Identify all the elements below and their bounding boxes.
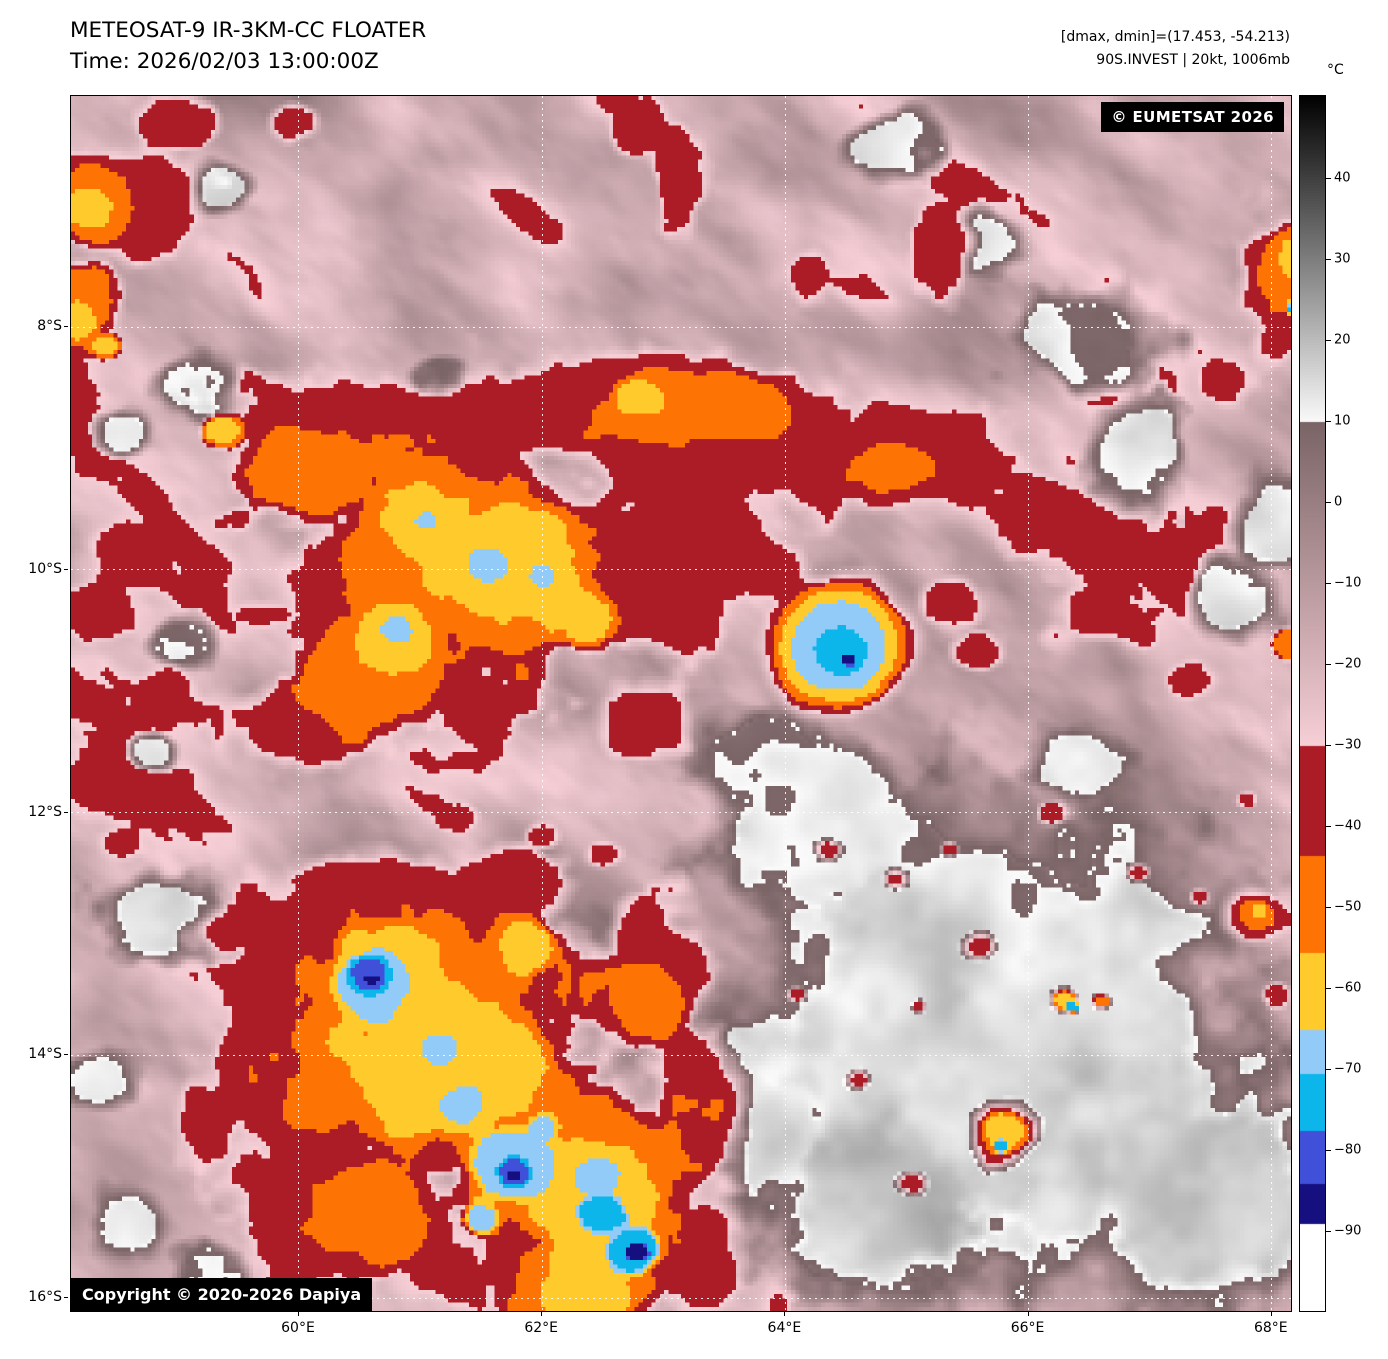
colorbar-tick-label: 30 [1334, 251, 1351, 267]
lon-tick-label: 62°E [524, 1320, 559, 1336]
colorbar-tick-label: −90 [1334, 1223, 1362, 1239]
colorbar-tickmark [1326, 664, 1331, 666]
gridline-lon-62 [541, 96, 543, 1311]
gridline-lon-64 [784, 96, 786, 1311]
lon-tickmark [784, 1312, 786, 1316]
colorbar-tick-label: −70 [1334, 1061, 1362, 1077]
colorbar-tickmark [1326, 259, 1331, 261]
colorbar-tickmark [1326, 745, 1331, 747]
colorbar-tickmark [1326, 826, 1331, 828]
lon-tick-label: 66°E [1010, 1320, 1045, 1336]
lon-tickmark [297, 1312, 299, 1316]
colorbar-tickmark [1326, 1069, 1331, 1071]
lat-tickmark [64, 811, 68, 813]
colorbar-tick-label: −50 [1334, 899, 1362, 915]
gridline-lat-12 [71, 812, 1291, 814]
colorbar-tick-label: −80 [1334, 1142, 1362, 1158]
header-titles: METEOSAT-9 IR-3KM-CC FLOATER Time: 2026/… [70, 15, 426, 77]
product-title: METEOSAT-9 IR-3KM-CC FLOATER [70, 18, 427, 43]
colorbar-tick-label: 20 [1334, 332, 1351, 348]
colorbar-tick-label: −20 [1334, 656, 1362, 672]
colorbar-tick-label: −30 [1334, 737, 1362, 753]
colorbar-gradient-canvas [1300, 96, 1325, 1311]
gridline-lat-16 [71, 1297, 1291, 1299]
colorbar-tickmark [1326, 907, 1331, 909]
lat-tick-label: 8°S [37, 318, 62, 334]
colorbar-tick-label: −40 [1334, 818, 1362, 834]
colorbar-tick-label: −60 [1334, 980, 1362, 996]
colorbar-tickmark [1326, 421, 1331, 423]
colorbar-tick-label: 10 [1334, 413, 1351, 429]
gridline-lat-10 [71, 569, 1291, 571]
lat-tick-label: 14°S [28, 1046, 62, 1063]
gridline-lon-60 [298, 96, 300, 1311]
lat-tickmark [64, 1054, 68, 1056]
eumetsat-copyright-badge: © EUMETSAT 2026 [1101, 102, 1284, 132]
lat-tick-label: 16°S [28, 1289, 62, 1306]
lon-tickmark [1270, 1312, 1272, 1316]
lon-tick-label: 60°E [281, 1320, 315, 1336]
lon-tick-label: 68°E [1253, 1320, 1288, 1336]
colorbar-tickmark [1326, 340, 1331, 342]
gridline-lat-14 [71, 1054, 1291, 1056]
lat-tickmark [64, 568, 68, 570]
colorbar-tick-label: 40 [1334, 170, 1351, 186]
invest-status-readout: 90S.INVEST | 20kt, 1006mb [1096, 52, 1290, 68]
colorbar-tickmark [1326, 178, 1331, 180]
gridline-lon-68 [1271, 96, 1273, 1311]
lat-tickmark [64, 1297, 68, 1299]
lon-tick-label: 64°E [767, 1320, 802, 1336]
colorbar-tickmark [1326, 502, 1331, 504]
dmax-dmin-readout: [dmax, dmin]=(17.453, -54.213) [1060, 29, 1290, 45]
gridline-lon-66 [1028, 96, 1030, 1311]
temperature-colorbar [1299, 95, 1326, 1312]
colorbar-tickmark [1326, 1231, 1331, 1233]
colorbar-unit-label: °C [1327, 62, 1344, 78]
lon-tickmark [541, 1312, 543, 1316]
satellite-imagery-canvas [71, 96, 1291, 1311]
satellite-map: © EUMETSAT 2026 Copyright © 2020-2026 Da… [70, 95, 1292, 1312]
lat-tick-label: 12°S [28, 803, 62, 820]
colorbar-tickmark [1326, 1150, 1331, 1152]
product-timestamp: Time: 2026/02/03 13:00:00Z [70, 49, 379, 74]
colorbar-tickmark [1326, 583, 1331, 585]
dapiya-copyright-badge: Copyright © 2020-2026 Dapiya [71, 1278, 373, 1311]
colorbar-tick-label: 0 [1334, 494, 1343, 510]
gridline-lat-8 [71, 326, 1291, 328]
lon-tickmark [1027, 1312, 1029, 1316]
lat-tickmark [64, 326, 68, 327]
colorbar-tickmark [1326, 988, 1331, 990]
colorbar-tick-label: −10 [1334, 575, 1362, 591]
lat-tick-label: 10°S [28, 560, 62, 577]
header-info: [dmax, dmin]=(17.453, -54.213) 90S.INVES… [1061, 26, 1290, 72]
